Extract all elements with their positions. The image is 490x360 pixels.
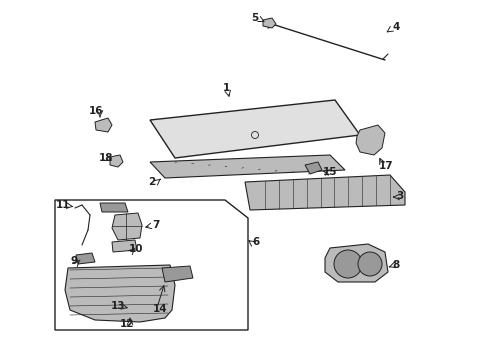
Polygon shape	[305, 162, 322, 174]
Text: 5: 5	[251, 13, 259, 23]
Text: 14: 14	[153, 304, 167, 314]
Polygon shape	[325, 244, 388, 282]
Polygon shape	[112, 213, 142, 240]
Circle shape	[334, 250, 362, 278]
Text: 1: 1	[222, 83, 230, 93]
Polygon shape	[95, 118, 112, 132]
Text: 18: 18	[99, 153, 113, 163]
Polygon shape	[356, 125, 385, 155]
Text: 10: 10	[129, 244, 143, 254]
Circle shape	[251, 131, 259, 139]
Polygon shape	[110, 155, 123, 167]
Polygon shape	[65, 265, 175, 322]
Text: 7: 7	[152, 220, 160, 230]
Text: 4: 4	[392, 22, 400, 32]
Text: 13: 13	[111, 301, 125, 311]
Text: 16: 16	[89, 106, 103, 116]
Text: 17: 17	[379, 161, 393, 171]
Polygon shape	[112, 240, 137, 252]
Text: 6: 6	[252, 237, 260, 247]
Text: 2: 2	[148, 177, 156, 187]
Text: 12: 12	[120, 319, 134, 329]
Text: 8: 8	[392, 260, 400, 270]
Text: 3: 3	[396, 191, 404, 201]
Polygon shape	[263, 18, 276, 28]
Text: 9: 9	[71, 256, 77, 266]
Polygon shape	[162, 266, 193, 282]
Polygon shape	[100, 203, 128, 212]
Text: 15: 15	[323, 167, 337, 177]
Polygon shape	[245, 175, 405, 210]
Polygon shape	[76, 253, 95, 264]
Polygon shape	[55, 200, 248, 330]
Polygon shape	[150, 155, 345, 178]
Circle shape	[358, 252, 382, 276]
Text: 11: 11	[56, 200, 70, 210]
Polygon shape	[150, 100, 360, 158]
